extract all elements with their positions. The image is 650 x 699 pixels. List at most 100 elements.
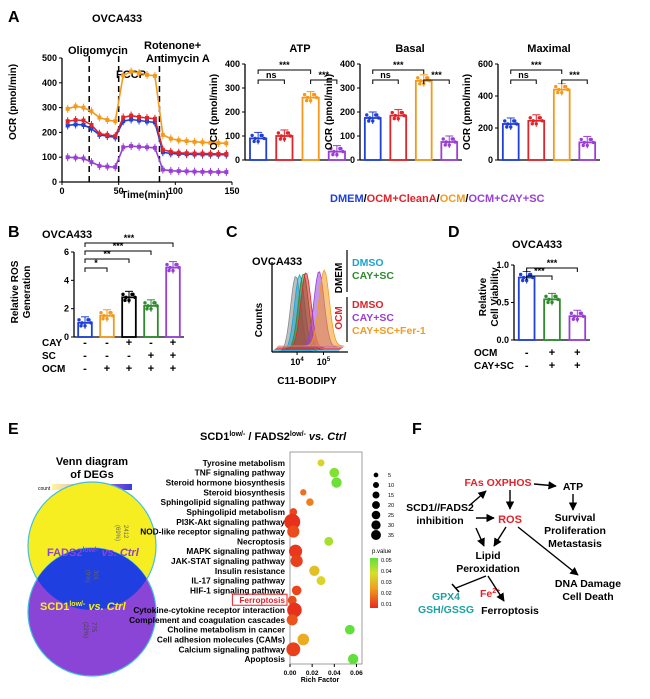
enrichment-dot xyxy=(331,477,342,488)
significance-bracket xyxy=(561,79,588,84)
data-point xyxy=(329,146,333,151)
pathway-diagram: FAs OXPHOS ATP SCD1//FADS2 inhibition RO… xyxy=(406,477,621,617)
y-tick-label: 4 xyxy=(64,275,69,285)
significance-label: *** xyxy=(124,233,135,243)
series-point-2 xyxy=(216,141,221,146)
data-point xyxy=(572,314,577,318)
enrichment-dot xyxy=(286,642,301,657)
series-point-1 xyxy=(73,118,78,122)
data-point xyxy=(546,300,550,305)
series-point-2 xyxy=(89,109,94,114)
data-point xyxy=(453,140,457,144)
significance-bracket xyxy=(526,267,578,272)
data-point xyxy=(127,298,131,303)
series-point-2 xyxy=(200,140,205,145)
data-point xyxy=(79,324,83,328)
ros-ylabel-2: Generation xyxy=(22,266,33,319)
bar xyxy=(301,96,320,161)
panel-b-title: OVCA433 xyxy=(42,229,92,241)
y-tick-label: 0 xyxy=(350,155,355,165)
condition-sign: + xyxy=(549,347,555,359)
series-point-1 xyxy=(113,134,118,139)
y-tick-label: 500 xyxy=(42,53,57,63)
series-point-3 xyxy=(200,169,205,174)
series-point-1 xyxy=(129,113,134,118)
data-point xyxy=(566,87,570,92)
pathway-label: Steroid hormone biosynthesis xyxy=(166,478,286,488)
series-point-3 xyxy=(129,144,134,149)
legend-dmso-2: DMSO xyxy=(352,299,384,311)
data-point xyxy=(77,318,81,322)
bar xyxy=(414,79,433,161)
significance-bracket xyxy=(372,69,425,74)
y-tick-label: 0 xyxy=(64,332,69,342)
size-legend-label: 35 xyxy=(388,533,394,539)
y-tick-label: 0 xyxy=(235,155,240,165)
data-point xyxy=(332,149,336,154)
series-point-1 xyxy=(81,118,86,123)
significance-label: *** xyxy=(113,241,124,251)
venn-top-pct: (69%) xyxy=(114,525,120,541)
data-point xyxy=(175,262,179,267)
y-tick-label: 400 xyxy=(42,78,57,88)
viability-row-ocm: OCM xyxy=(474,348,497,359)
significance-label: *** xyxy=(279,60,290,70)
significance-bracket xyxy=(84,267,108,272)
flow-ylabel: Counts xyxy=(254,302,265,337)
size-legend-label: 20 xyxy=(388,503,394,509)
condition-sign: - xyxy=(105,350,109,362)
data-point xyxy=(585,143,589,148)
condition-sign: - xyxy=(525,347,529,359)
venn-fads2-label: FADS2low/- vs. Ctrl xyxy=(47,547,140,559)
series-point-3 xyxy=(97,163,102,168)
y-tick-label: 400 xyxy=(478,91,493,101)
pathway-label: NOD-like receptor signaling pathway xyxy=(140,527,285,537)
series-point-1 xyxy=(176,150,181,155)
data-point xyxy=(444,140,448,144)
histogram-trace-5 xyxy=(278,268,345,347)
maximal-title: Maximal xyxy=(527,43,570,55)
data-point xyxy=(312,92,317,97)
gsh-node: GSH/GSSG xyxy=(418,604,474,616)
significance-label: ** xyxy=(103,249,111,259)
pathway-label: Ferroptosis xyxy=(239,595,285,605)
data-point xyxy=(528,116,532,120)
size-legend-dot xyxy=(371,530,381,540)
data-point xyxy=(503,119,507,123)
series-point-2 xyxy=(97,115,102,120)
condition-sign: - xyxy=(83,350,87,362)
pathway-label: TNF signaling pathway xyxy=(195,468,286,478)
data-point xyxy=(167,268,171,273)
venn-overlap xyxy=(28,548,156,610)
series-point-2 xyxy=(184,139,189,144)
legend-cay-sc-fer: CAY+SC+Fer-1 xyxy=(352,325,426,337)
enrichment-dot xyxy=(284,513,301,530)
series-point-2 xyxy=(224,141,229,146)
ros-ylabel-1: Relative ROS xyxy=(10,260,21,323)
data-point xyxy=(101,317,105,321)
data-point xyxy=(341,149,345,154)
panel-d-letter: D xyxy=(448,224,460,241)
x-tick-label: 100 xyxy=(168,186,183,196)
data-point xyxy=(99,311,103,315)
x-tick-label: 105 xyxy=(317,357,331,367)
panel-a-cell-line: OVCA433 xyxy=(92,13,142,25)
significance-label: ns xyxy=(380,70,391,80)
significance-bracket xyxy=(423,79,450,84)
venn-title-2: of DEGs xyxy=(70,469,113,481)
data-point xyxy=(375,113,379,117)
data-point xyxy=(393,113,397,118)
series-point-0 xyxy=(81,122,86,127)
pvalue-tick-label: 0.03 xyxy=(381,580,392,586)
data-point xyxy=(133,295,137,300)
enrichment-dot xyxy=(329,467,340,478)
series-point-3 xyxy=(168,168,173,173)
panel-b-letter: B xyxy=(8,224,20,241)
series-point-1 xyxy=(89,122,94,127)
gpx4-node: GPX4 xyxy=(432,591,460,603)
enrichment-dot xyxy=(316,576,326,586)
arrow-inhibition-oxphos xyxy=(469,490,487,506)
significance-bracket xyxy=(84,242,174,247)
data-point xyxy=(367,119,371,123)
data-point xyxy=(102,314,106,318)
